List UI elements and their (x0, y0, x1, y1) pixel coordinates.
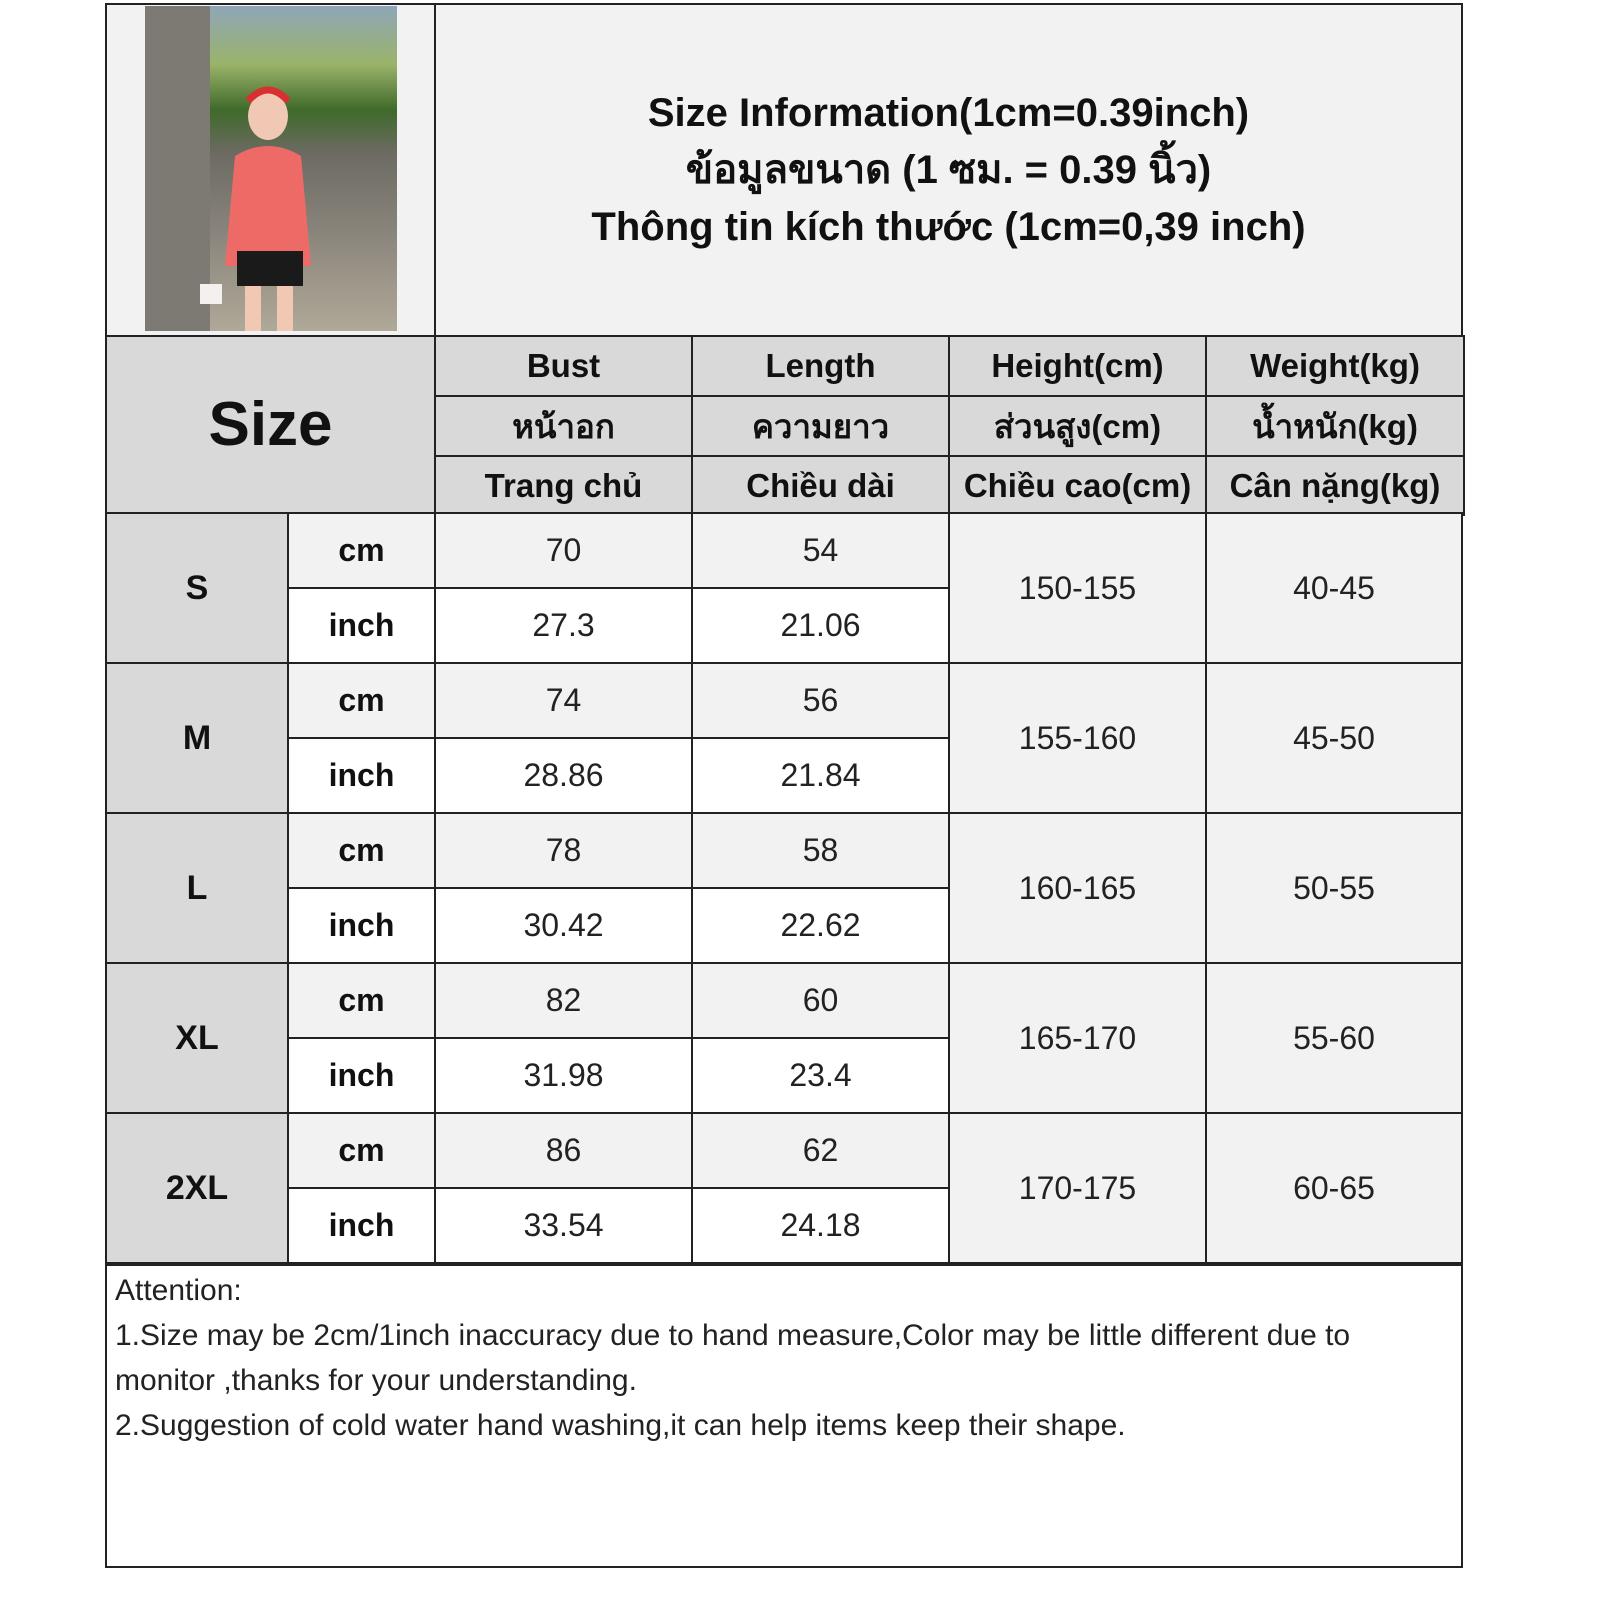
unit-cm: cm (287, 1112, 436, 1189)
size-label: S (105, 512, 289, 664)
weight-range: 60-65 (1205, 1112, 1463, 1264)
bust-inch: 31.98 (434, 1037, 693, 1114)
column-header-en: Height(cm) (948, 335, 1207, 397)
attention-heading: Attention: (115, 1274, 242, 1307)
length-cm: 60 (691, 962, 950, 1039)
unit-inch: inch (287, 1037, 436, 1114)
height-range: 150-155 (948, 512, 1207, 664)
length-inch: 24.18 (691, 1187, 950, 1264)
column-header-th: หน้าอก (434, 395, 693, 457)
bust-cm: 70 (434, 512, 693, 589)
column-header-th: ส่วนสูง(cm) (948, 395, 1207, 457)
title-vi: Thông tin kích thước (1cm=0,39 inch) (591, 204, 1306, 249)
attention-box: Attention: 1.Size may be 2cm/1inch inacc… (105, 1264, 1463, 1568)
size-label: XL (105, 962, 289, 1114)
product-photo (145, 6, 397, 331)
unit-inch: inch (287, 1187, 436, 1264)
size-label: M (105, 662, 289, 814)
weight-range: 50-55 (1205, 812, 1463, 964)
weight-range: 45-50 (1205, 662, 1463, 814)
bust-inch: 30.42 (434, 887, 693, 964)
bust-cm: 86 (434, 1112, 693, 1189)
length-inch: 21.06 (691, 587, 950, 664)
unit-inch: inch (287, 737, 436, 814)
height-range: 155-160 (948, 662, 1207, 814)
unit-cm: cm (287, 512, 436, 589)
length-cm: 58 (691, 812, 950, 889)
bust-inch: 27.3 (434, 587, 693, 664)
column-header-vi: Chiều dài (691, 455, 950, 516)
height-range: 170-175 (948, 1112, 1207, 1264)
length-cm: 56 (691, 662, 950, 739)
size-header: Size (105, 335, 436, 514)
column-header-en: Bust (434, 335, 693, 397)
length-inch: 23.4 (691, 1037, 950, 1114)
bust-cm: 74 (434, 662, 693, 739)
weight-range: 55-60 (1205, 962, 1463, 1114)
length-cm: 62 (691, 1112, 950, 1189)
column-header-en: Length (691, 335, 950, 397)
attention-note-2: 2.Suggestion of cold water hand washing,… (115, 1409, 1126, 1442)
bust-cm: 82 (434, 962, 693, 1039)
unit-inch: inch (287, 587, 436, 664)
column-header-vi: Chiều cao(cm) (948, 455, 1207, 516)
length-cm: 54 (691, 512, 950, 589)
product-photo-woman-red-top-icon (145, 6, 311, 331)
bust-inch: 33.54 (434, 1187, 693, 1264)
weight-range: 40-45 (1205, 512, 1463, 664)
height-range: 160-165 (948, 812, 1207, 964)
title-cell: Size Information(1cm=0.39inch) ข้อมูลขนา… (434, 3, 1463, 337)
bust-inch: 28.86 (434, 737, 693, 814)
column-header-en: Weight(kg) (1205, 335, 1465, 397)
column-header-th: น้ำหนัก(kg) (1205, 395, 1465, 457)
bust-cm: 78 (434, 812, 693, 889)
length-inch: 21.84 (691, 737, 950, 814)
column-header-vi: Cân nặng(kg) (1205, 455, 1465, 516)
size-label: L (105, 812, 289, 964)
attention-note-1: 1.Size may be 2cm/1inch inaccuracy due t… (115, 1319, 1351, 1397)
title-en: Size Information(1cm=0.39inch) (647, 90, 1250, 135)
length-inch: 22.62 (691, 887, 950, 964)
size-label: 2XL (105, 1112, 289, 1264)
unit-cm: cm (287, 812, 436, 889)
column-header-th: ความยาว (691, 395, 950, 457)
unit-cm: cm (287, 962, 436, 1039)
height-range: 165-170 (948, 962, 1207, 1114)
unit-cm: cm (287, 662, 436, 739)
title-th: ข้อมูลขนาด (1 ซม. = 0.39 นิ้ว) (685, 147, 1212, 192)
unit-inch: inch (287, 887, 436, 964)
column-header-vi: Trang chủ (434, 455, 693, 516)
